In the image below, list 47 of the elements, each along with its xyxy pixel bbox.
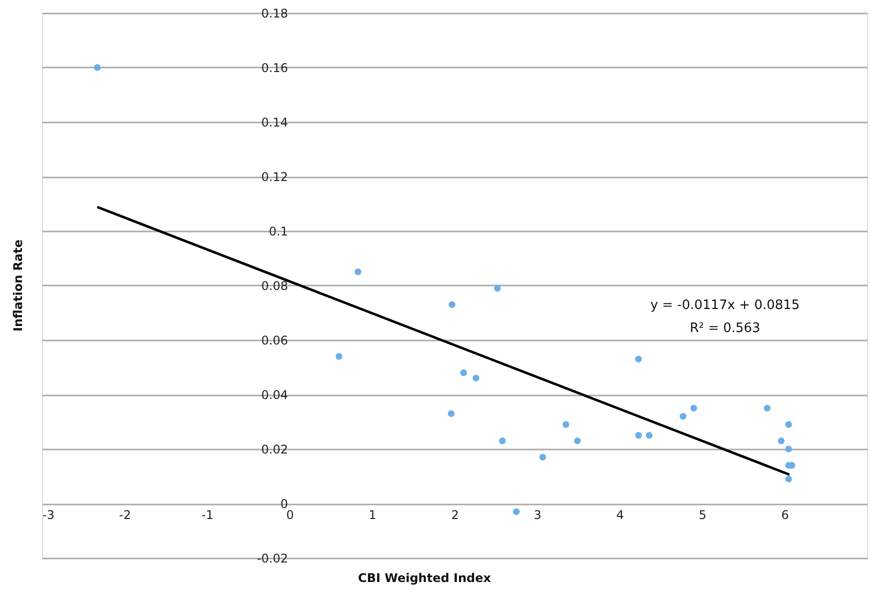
annotation: y = -0.0117x + 0.0815 — [650, 298, 800, 313]
x-tick-label: 4 — [616, 508, 624, 522]
point — [336, 353, 342, 360]
y-tick-label: 0.06 — [261, 334, 288, 348]
y-tick-label: 0.1 — [268, 224, 288, 238]
point — [785, 476, 792, 482]
point — [646, 432, 653, 439]
point — [690, 404, 698, 412]
x-tick-label: 5 — [698, 508, 706, 522]
point — [562, 421, 570, 428]
x-tick-label: -2 — [119, 508, 131, 522]
x-tick-label: 1 — [368, 508, 376, 522]
x-tick-label: 2 — [451, 508, 459, 522]
point — [539, 454, 546, 461]
y-tick-label: -0.02 — [256, 552, 288, 566]
point — [785, 421, 792, 428]
x-axis-title: CBI Weighted Index — [358, 571, 492, 585]
x-tick-label: -3 — [42, 508, 54, 522]
point — [94, 64, 101, 71]
point — [354, 268, 362, 276]
point — [764, 404, 771, 412]
x-tick-label: 3 — [534, 508, 542, 522]
y-tick-label: 0.14 — [261, 116, 288, 130]
point — [494, 284, 501, 292]
y-tick-label: 0.04 — [261, 388, 288, 402]
y-tick-label: 0.18 — [261, 6, 288, 20]
y-tick-label: 0.12 — [261, 170, 288, 184]
y-tick-label: 0 — [280, 497, 288, 511]
point — [574, 437, 581, 444]
point — [448, 410, 455, 417]
y-axis-title: Inflation Rate — [11, 239, 25, 332]
point — [635, 432, 642, 439]
point — [785, 446, 792, 452]
point — [498, 437, 506, 444]
point — [448, 301, 456, 308]
y-tick-label: 0.02 — [261, 442, 288, 456]
point — [513, 508, 520, 516]
point — [680, 412, 686, 420]
point — [460, 369, 467, 376]
y-tick-label: 0.16 — [261, 61, 288, 75]
y-tick-label: 0.08 — [261, 279, 288, 293]
point — [472, 374, 480, 382]
x-tick-label: 6 — [781, 508, 789, 522]
point — [778, 437, 785, 444]
point — [635, 356, 642, 362]
annotation: R² = 0.563 — [690, 321, 760, 336]
x-tick-label: -1 — [202, 508, 214, 522]
